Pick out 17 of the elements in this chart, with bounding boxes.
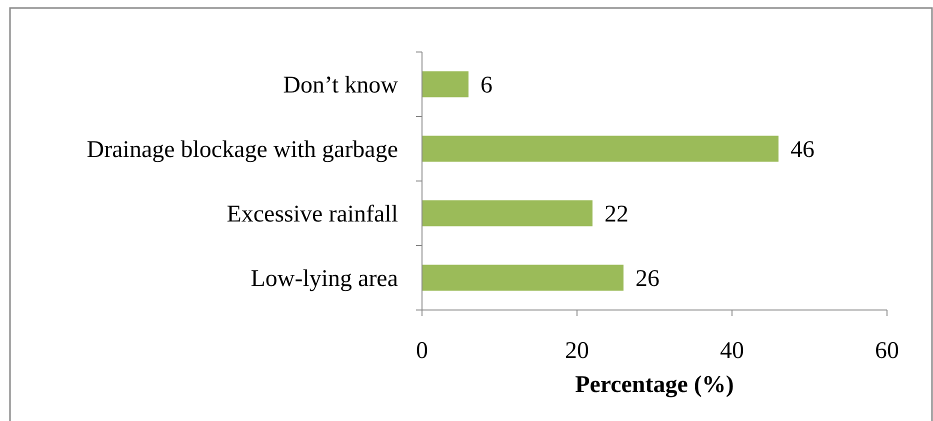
data-label: 26	[636, 266, 660, 292]
data-label: 22	[604, 201, 628, 228]
x-axis-title: Percentage (%)	[575, 372, 734, 398]
x-tick-label: 0	[416, 338, 428, 364]
y-tick-label: Excessive rainfall	[226, 201, 398, 228]
data-label: 46	[790, 136, 814, 163]
x-tick-label: 40	[720, 338, 744, 364]
bar	[422, 264, 624, 291]
x-tick-label: 60	[875, 338, 899, 364]
y-tick-label: Low-lying area	[250, 266, 398, 292]
y-tick-label: Don’t know	[283, 72, 399, 98]
y-tick-label: Drainage blockage with garbage	[86, 136, 398, 163]
x-tick-label: 20	[565, 338, 589, 364]
bar	[422, 136, 778, 162]
data-label: 6	[480, 72, 492, 98]
bar	[422, 200, 592, 226]
bar	[422, 71, 468, 98]
